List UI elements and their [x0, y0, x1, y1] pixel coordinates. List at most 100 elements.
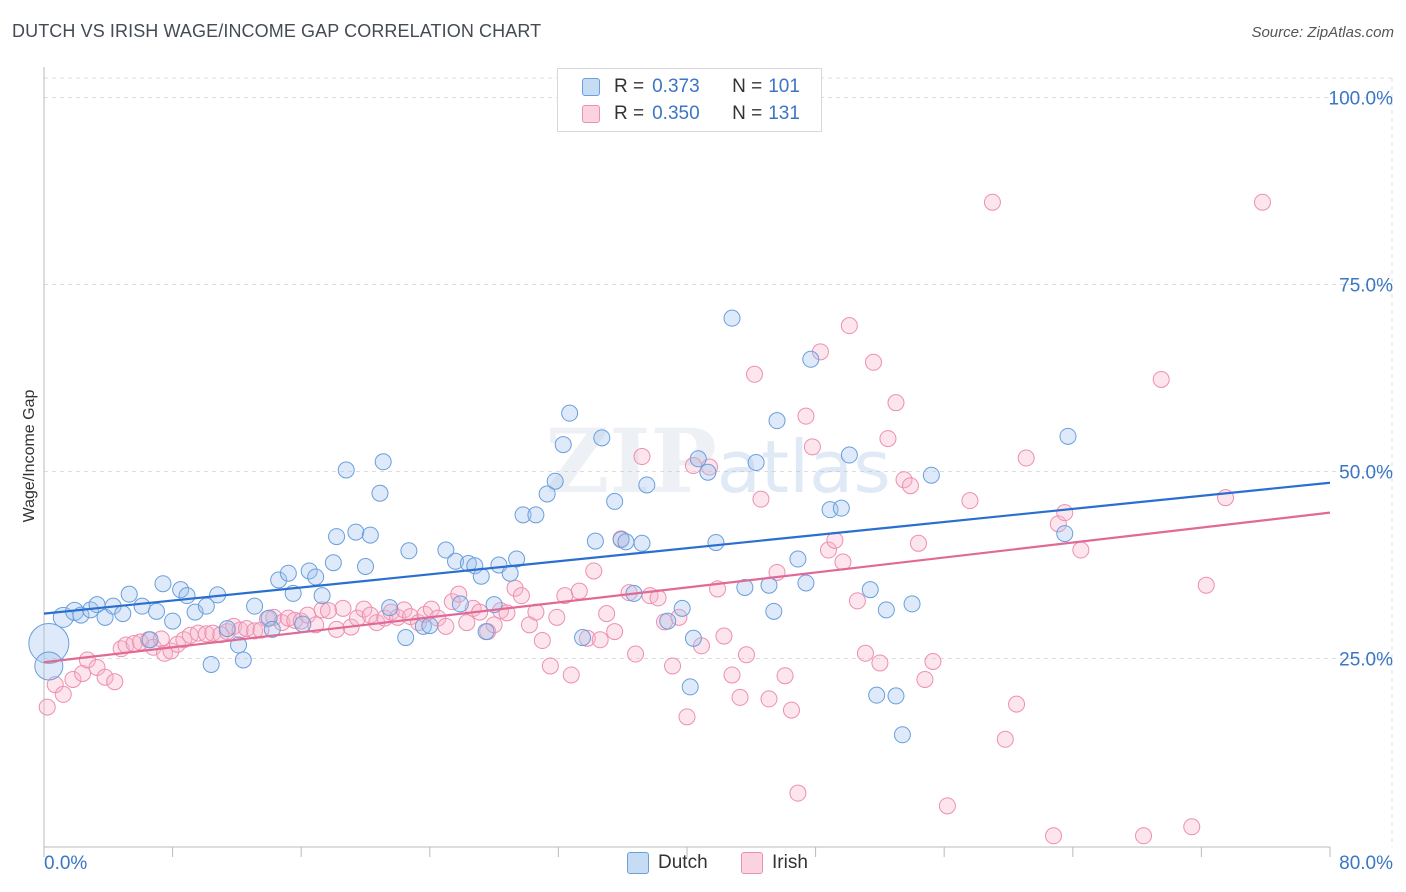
x-tick-label: 0.0% — [44, 853, 87, 874]
irish-point — [279, 609, 297, 627]
tick-labels: 25.0% 50.0% 75.0% 100.0% 0.0% 80.0% — [44, 89, 1393, 875]
dutch-point — [172, 581, 190, 599]
dutch-point — [120, 585, 138, 603]
dutch-point — [270, 571, 288, 589]
dutch-point — [689, 450, 707, 468]
irish-point — [627, 645, 645, 663]
chart-title: DUTCH VS IRISH WAGE/INCOME GAP CORRELATI… — [12, 21, 542, 41]
dutch-point — [421, 617, 439, 635]
legend-label-irish: Irish — [772, 852, 808, 873]
irish-point — [334, 599, 352, 617]
irish-point — [591, 631, 609, 649]
dutch-point — [659, 612, 677, 630]
n-label: N = — [732, 103, 763, 124]
dutch-point — [447, 552, 465, 570]
irish-point — [1008, 695, 1026, 713]
axes-layer — [43, 67, 1331, 857]
irish-point — [723, 666, 741, 684]
n-label: N = — [732, 76, 763, 97]
r-value: 0.350 — [652, 103, 700, 124]
legend-label-dutch: Dutch — [658, 852, 708, 873]
dutch-point — [234, 651, 252, 669]
dutch-trend-line — [43, 481, 1331, 615]
y-axis-label: Wage/Income Gap — [21, 390, 38, 523]
dutch-point — [877, 601, 895, 619]
irish-point — [258, 610, 276, 628]
y-tick-label: 75.0% — [1339, 276, 1393, 297]
x-tick-label: 80.0% — [1339, 853, 1393, 874]
dutch-point — [922, 466, 940, 484]
irish-swatch — [582, 105, 600, 123]
irish-swatch — [741, 852, 763, 874]
trend-lines — [43, 481, 1331, 664]
dutch-point — [307, 568, 325, 586]
dutch-point — [684, 629, 702, 647]
dutch-point — [546, 472, 564, 490]
irish-point — [938, 797, 956, 815]
irish-point — [512, 587, 530, 605]
irish-point — [840, 317, 858, 335]
dutch-point — [617, 533, 635, 551]
dutch-point — [681, 678, 699, 696]
irish-point — [286, 611, 304, 629]
dutch-point — [723, 309, 741, 327]
dutch-point — [279, 564, 297, 582]
irish-point — [776, 667, 794, 685]
dutch-point — [1056, 525, 1074, 543]
legend-item-irish: Irish — [741, 852, 808, 874]
dutch-point — [574, 629, 592, 647]
dutch-point — [437, 541, 455, 559]
irish-point — [996, 730, 1014, 748]
irish-point — [670, 608, 688, 626]
irish-point — [895, 471, 913, 489]
irish-point — [395, 601, 413, 619]
irish-point — [64, 670, 82, 688]
dutch-point — [328, 528, 346, 546]
irish-point — [355, 600, 373, 618]
dutch-point — [606, 492, 624, 510]
irish-point — [746, 365, 764, 383]
dutch-point — [593, 429, 611, 447]
dutch-point — [840, 446, 858, 464]
irish-point — [1072, 541, 1090, 559]
dutch-point — [260, 609, 278, 627]
irish-point — [320, 602, 338, 620]
dutch-point — [832, 499, 850, 517]
irish-point — [901, 477, 919, 495]
dutch-point — [707, 534, 725, 552]
irish-point — [1017, 449, 1035, 467]
grid-layer — [44, 77, 1393, 847]
dutch-point — [802, 350, 820, 368]
irish-point — [570, 582, 588, 600]
irish-point — [74, 664, 92, 682]
irish-point — [715, 627, 733, 645]
irish-point — [737, 646, 755, 664]
dutch-point — [114, 605, 132, 623]
dutch-point — [527, 506, 545, 524]
irish-point — [803, 438, 821, 456]
irish-point — [1253, 193, 1271, 211]
irish-point — [458, 614, 476, 632]
series-legend: Dutch Irish — [0, 852, 1406, 876]
dutch-point — [1059, 427, 1077, 445]
irish-point — [1056, 504, 1074, 522]
irish-point — [307, 616, 325, 634]
irish-point — [633, 448, 651, 466]
irish-point — [961, 492, 979, 510]
irish-point — [760, 690, 778, 708]
dutch-point — [887, 687, 905, 705]
irish-point — [782, 701, 800, 719]
irish-trend-line — [43, 511, 1331, 664]
dutch-point — [300, 562, 318, 580]
dutch-point — [768, 412, 786, 430]
irish-point — [797, 407, 815, 425]
r-value: 0.373 — [652, 76, 700, 97]
y-tick-label: 25.0% — [1339, 650, 1393, 671]
dutch-point — [893, 726, 911, 744]
dutch-point — [903, 595, 921, 613]
irish-point — [752, 490, 770, 508]
irish-point — [96, 668, 114, 686]
irish-point — [106, 673, 124, 691]
dutch-point — [397, 629, 415, 647]
